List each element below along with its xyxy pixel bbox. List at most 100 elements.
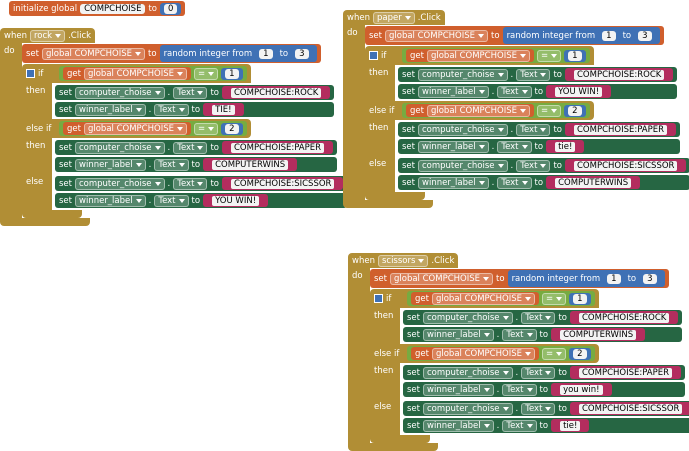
number-field: 2 xyxy=(573,348,587,359)
keyword: when xyxy=(4,30,27,41)
text-value: COMPCHOISE:SICSSOR xyxy=(578,403,683,414)
condition-label: if xyxy=(374,293,404,304)
compare-block: get global COMPCHOISE = 2 xyxy=(59,121,247,136)
condition-row: if get global COMPCHOISE = 1 xyxy=(365,46,594,65)
branch-label-cell: else xyxy=(22,174,52,210)
keyword: set xyxy=(407,329,420,340)
dot: . xyxy=(510,69,514,80)
condition-row: else if get global COMPCHOISE = 2 xyxy=(22,119,251,138)
operator-dropdown: = xyxy=(536,49,562,62)
property-dropdown: Text xyxy=(497,85,532,98)
number-block: 2 xyxy=(221,122,243,135)
number-field: 3 xyxy=(638,30,652,41)
event-statements: set global COMPCHOISE to random integer fro… xyxy=(365,25,689,200)
event-body: do set global COMPCHOISE to random integer f… xyxy=(348,268,689,443)
dot: . xyxy=(167,142,171,153)
setter-block: set computer_choise. Text to COMPCHOISE:ROCK xyxy=(403,310,683,325)
text-block: TIE! xyxy=(203,103,244,116)
number-field: 0 xyxy=(163,3,178,14)
property-dropdown: Text xyxy=(502,328,537,341)
statement-list: set computer_choise. Text to COMPCHOISE:ROCK… xyxy=(52,83,335,119)
branch-keyword: then xyxy=(374,311,394,321)
variable-dropdown: global COMPCHOISE xyxy=(83,67,187,80)
property-dropdown: Text xyxy=(173,141,208,154)
text-block: tie! xyxy=(546,140,585,153)
number-field: 2 xyxy=(568,105,582,116)
text-value: tie! xyxy=(560,420,581,431)
branch-body: else set computer_choise. Text to COMPCHOISE:… xyxy=(22,174,348,210)
event-statements: set global COMPCHOISE to random integer fro… xyxy=(22,43,348,218)
event-header: when rock .Click xyxy=(0,28,96,43)
branch-keyword: then xyxy=(369,68,389,78)
set-variable-block: set global COMPCHOISE to random integer fro… xyxy=(22,44,321,63)
keyword: do xyxy=(4,46,15,56)
keyword: set xyxy=(407,403,420,414)
number-block: 2 xyxy=(564,104,586,117)
number-block: 0 xyxy=(159,2,182,15)
text-block: COMPCHOISE:ROCK xyxy=(221,86,331,99)
keyword: to xyxy=(191,159,201,170)
text-value: you win! xyxy=(560,384,603,395)
number-block: 1 xyxy=(255,47,277,60)
keyword: to xyxy=(491,30,500,41)
event-name: .Click xyxy=(431,255,455,266)
compare-block: get global COMPCHOISE = 1 xyxy=(407,291,595,306)
number-block: 1 xyxy=(569,292,591,305)
branch-label-cell: else xyxy=(370,399,400,435)
statement-list: set computer_choise. Text to COMPCHOISE:PAPE… xyxy=(400,363,686,399)
text-block: COMPCHOISE:PAPER xyxy=(221,141,334,154)
compare-block: get global COMPCHOISE = 2 xyxy=(402,103,590,118)
condition-label: else if xyxy=(374,349,404,359)
branch-keyword: if xyxy=(386,293,392,304)
setter-block: set winner_label. Text to you win! xyxy=(403,382,686,397)
component-dropdown: computer_choise xyxy=(418,68,508,81)
variable-dropdown: global COMPCHOISE xyxy=(385,29,489,42)
branch-keyword: else if xyxy=(26,123,52,134)
function-name: random integer from xyxy=(506,30,596,41)
keyword: set xyxy=(369,30,382,41)
text-block: COMPUTERWINS xyxy=(551,328,646,341)
event-handler: when scissors .Click do set global COMPCHOISE… xyxy=(348,253,689,451)
mutator-icon xyxy=(26,68,35,78)
branch-label-cell: then xyxy=(365,120,395,156)
random-integer-block: random integer from 1 to 3 xyxy=(502,27,660,44)
component-dropdown: winner_label xyxy=(423,419,494,432)
keyword: set xyxy=(402,141,415,152)
component-dropdown: winner_label xyxy=(75,194,146,207)
dot: . xyxy=(510,124,514,135)
keyword: set xyxy=(407,384,420,395)
number-block: 3 xyxy=(634,29,656,42)
branch-body: else set computer_choise. Text to COMPCHOISE:… xyxy=(365,156,689,192)
number-block: 1 xyxy=(221,67,243,80)
property-dropdown: Text xyxy=(521,311,556,324)
condition-label: else if xyxy=(369,106,399,116)
number-field: 1 xyxy=(225,68,239,79)
variable-dropdown: global COMPCHOISE xyxy=(426,49,530,62)
keyword: initialize global xyxy=(13,3,78,14)
property-dropdown: Text xyxy=(516,68,551,81)
branch-keyword: else if xyxy=(369,105,395,116)
text-block: COMPUTERWINS xyxy=(203,158,298,171)
operator-dropdown: = xyxy=(193,122,219,135)
mutator-icon xyxy=(369,50,378,60)
number-block: 1 xyxy=(598,29,620,42)
event-body: do set global COMPCHOISE to random integer f… xyxy=(0,43,348,218)
keyword: to xyxy=(539,384,549,395)
keyword: get xyxy=(410,105,424,116)
keyword: get xyxy=(410,50,424,61)
text-value: COMPCHOISE:ROCK xyxy=(573,69,665,80)
get-block: get global COMPCHOISE xyxy=(411,347,539,360)
number-block: 3 xyxy=(639,272,661,285)
dot: . xyxy=(515,367,519,378)
component-dropdown: computer_choise xyxy=(75,141,165,154)
operator-dropdown: = xyxy=(536,104,562,117)
variable-dropdown: global COMPCHOISE xyxy=(426,104,530,117)
keyword: set xyxy=(407,312,420,323)
keyword: to xyxy=(558,403,567,414)
keyword: to xyxy=(210,87,219,98)
compare-block: get global COMPCHOISE = 2 xyxy=(407,346,595,361)
keyword: to xyxy=(627,273,637,284)
statement-list: set computer_choise. Text to COMPCHOISE:PAPE… xyxy=(395,120,681,156)
property-dropdown: Text xyxy=(521,402,556,415)
